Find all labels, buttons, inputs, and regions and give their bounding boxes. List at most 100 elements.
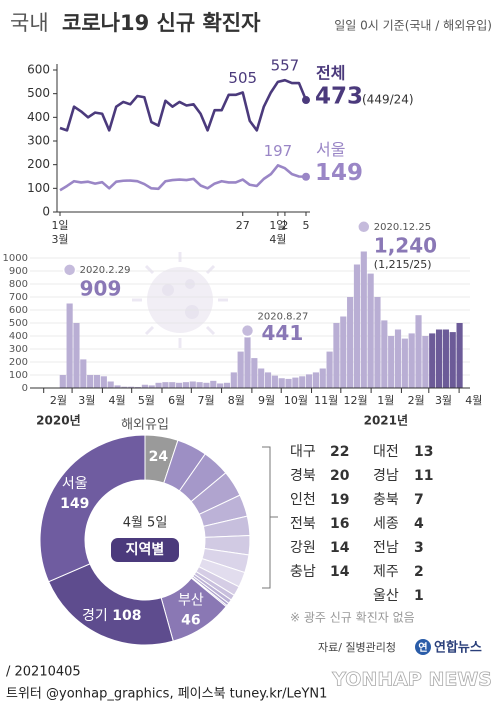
bar bbox=[134, 386, 142, 388]
peak-marker bbox=[62, 263, 77, 277]
x-month-label: 4월 bbox=[269, 233, 286, 246]
x-tick-label: 3월 bbox=[78, 394, 95, 407]
slice-value: 46 bbox=[181, 612, 200, 628]
x-group-label: 2021년 bbox=[364, 414, 408, 428]
list-value: 11 bbox=[414, 468, 433, 484]
bar bbox=[271, 375, 278, 388]
value-label: 505 bbox=[228, 69, 257, 87]
list-value: 4 bbox=[414, 516, 424, 532]
bar bbox=[299, 376, 306, 388]
y-tick-label: 400 bbox=[27, 110, 50, 124]
bar bbox=[148, 385, 155, 388]
bar bbox=[244, 337, 251, 388]
bar bbox=[141, 384, 148, 388]
peak-value: 909 bbox=[80, 276, 122, 300]
list-value: 14 bbox=[330, 564, 350, 580]
slice-value: 24 bbox=[149, 449, 169, 465]
x-tick-label: 3월 bbox=[435, 394, 452, 407]
bar bbox=[80, 359, 87, 388]
list-value: 16 bbox=[330, 516, 349, 532]
list-value: 3 bbox=[414, 540, 424, 556]
x-tick-label: 2 bbox=[281, 219, 288, 232]
bar bbox=[73, 323, 80, 388]
bar bbox=[333, 323, 340, 388]
title: 코로나19 신규 확진자 bbox=[62, 11, 261, 35]
note: ※ 광주 신규 확진자 없음 bbox=[290, 611, 415, 625]
bar bbox=[435, 329, 443, 388]
y-tick-label: 200 bbox=[27, 157, 50, 171]
value-label: 197 bbox=[264, 142, 293, 160]
bar bbox=[169, 382, 176, 388]
y-tick-label: 500 bbox=[9, 318, 28, 329]
footer-social: 트위터 @yonhap_graphics, 페이스북 tuney.kr/LeYN… bbox=[6, 687, 327, 702]
y-tick-label: 0 bbox=[42, 205, 50, 219]
bar bbox=[408, 333, 415, 388]
x-tick-label: 11월 bbox=[314, 394, 338, 407]
bar bbox=[367, 273, 374, 388]
bar bbox=[264, 372, 272, 388]
x-tick-label: 6월 bbox=[168, 394, 185, 407]
list-name: 전남 bbox=[373, 540, 399, 556]
x-tick-label: 4월 bbox=[109, 394, 126, 407]
peak-value: 441 bbox=[262, 321, 304, 345]
list-value: 13 bbox=[414, 444, 433, 460]
bar bbox=[401, 338, 408, 388]
peak-marker bbox=[240, 323, 255, 338]
x-tick-label: 5월 bbox=[138, 394, 155, 407]
bar bbox=[107, 381, 114, 388]
end-marker bbox=[302, 96, 310, 105]
bar bbox=[456, 323, 463, 388]
y-tick-label: 800 bbox=[9, 279, 28, 290]
x-tick-label: 8월 bbox=[228, 394, 245, 407]
bar bbox=[347, 297, 354, 388]
y-tick-label: 600 bbox=[27, 63, 50, 77]
list-value: 19 bbox=[330, 492, 349, 508]
bar bbox=[100, 376, 107, 388]
peak-date: 2020.2.29 bbox=[80, 265, 131, 276]
bar bbox=[196, 382, 203, 388]
subtitle: 일일 0시 기준(국내 / 해외유입) bbox=[334, 19, 492, 33]
list-name: 울산 bbox=[373, 588, 399, 604]
watermark: YONHAP NEWS bbox=[331, 669, 492, 691]
logo: 연 bbox=[415, 639, 431, 655]
x-tick-label: 7월 bbox=[197, 394, 214, 407]
center-badge bbox=[111, 538, 179, 562]
line bbox=[59, 78, 308, 132]
series-name: 서울 bbox=[316, 140, 345, 159]
footer-date: / 20210405 bbox=[6, 665, 81, 680]
bar bbox=[155, 382, 162, 388]
title-prefix: 국내 bbox=[10, 11, 49, 35]
list-name: 충북 bbox=[373, 492, 399, 508]
slice-name: 해외유입 bbox=[121, 418, 169, 433]
bar bbox=[319, 368, 326, 388]
x-tick-label: 5 bbox=[303, 219, 310, 232]
y-tick-label: 600 bbox=[9, 305, 28, 316]
end-value: 149 bbox=[315, 160, 363, 186]
x-tick-label: 1일 bbox=[269, 218, 286, 232]
bar bbox=[189, 381, 196, 388]
bar bbox=[278, 378, 285, 388]
line bbox=[59, 164, 307, 192]
bar bbox=[292, 377, 299, 388]
list-name: 경남 bbox=[373, 468, 399, 484]
list-value: 7 bbox=[414, 492, 424, 508]
list-name: 충남 bbox=[290, 564, 316, 580]
peak-note: (1,215/25) bbox=[374, 258, 432, 271]
bar bbox=[237, 351, 244, 388]
list-name: 인천 bbox=[290, 492, 316, 508]
peak-marker bbox=[357, 220, 371, 234]
svg-text:연: 연 bbox=[418, 641, 427, 654]
bar bbox=[176, 382, 183, 388]
bar bbox=[305, 374, 313, 388]
bar bbox=[326, 351, 333, 388]
list-value: 14 bbox=[330, 540, 350, 556]
x-tick-label: 10월 bbox=[284, 394, 308, 407]
source: 자료/ 질병관리청 bbox=[318, 641, 396, 654]
end-marker bbox=[302, 172, 310, 181]
slice-value: 149 bbox=[60, 496, 89, 512]
bar bbox=[93, 375, 101, 388]
peak-date: 2020.12.25 bbox=[374, 222, 431, 233]
bar bbox=[388, 336, 395, 388]
y-tick-label: 0 bbox=[22, 383, 28, 394]
bar bbox=[442, 329, 449, 388]
